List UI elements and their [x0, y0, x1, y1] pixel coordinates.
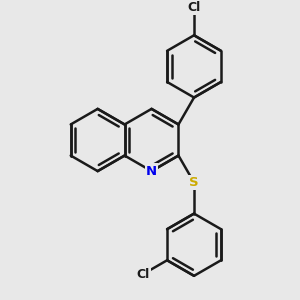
- Text: S: S: [189, 176, 199, 189]
- Text: N: N: [146, 165, 157, 178]
- Text: Cl: Cl: [136, 268, 149, 281]
- Text: Cl: Cl: [188, 1, 201, 14]
